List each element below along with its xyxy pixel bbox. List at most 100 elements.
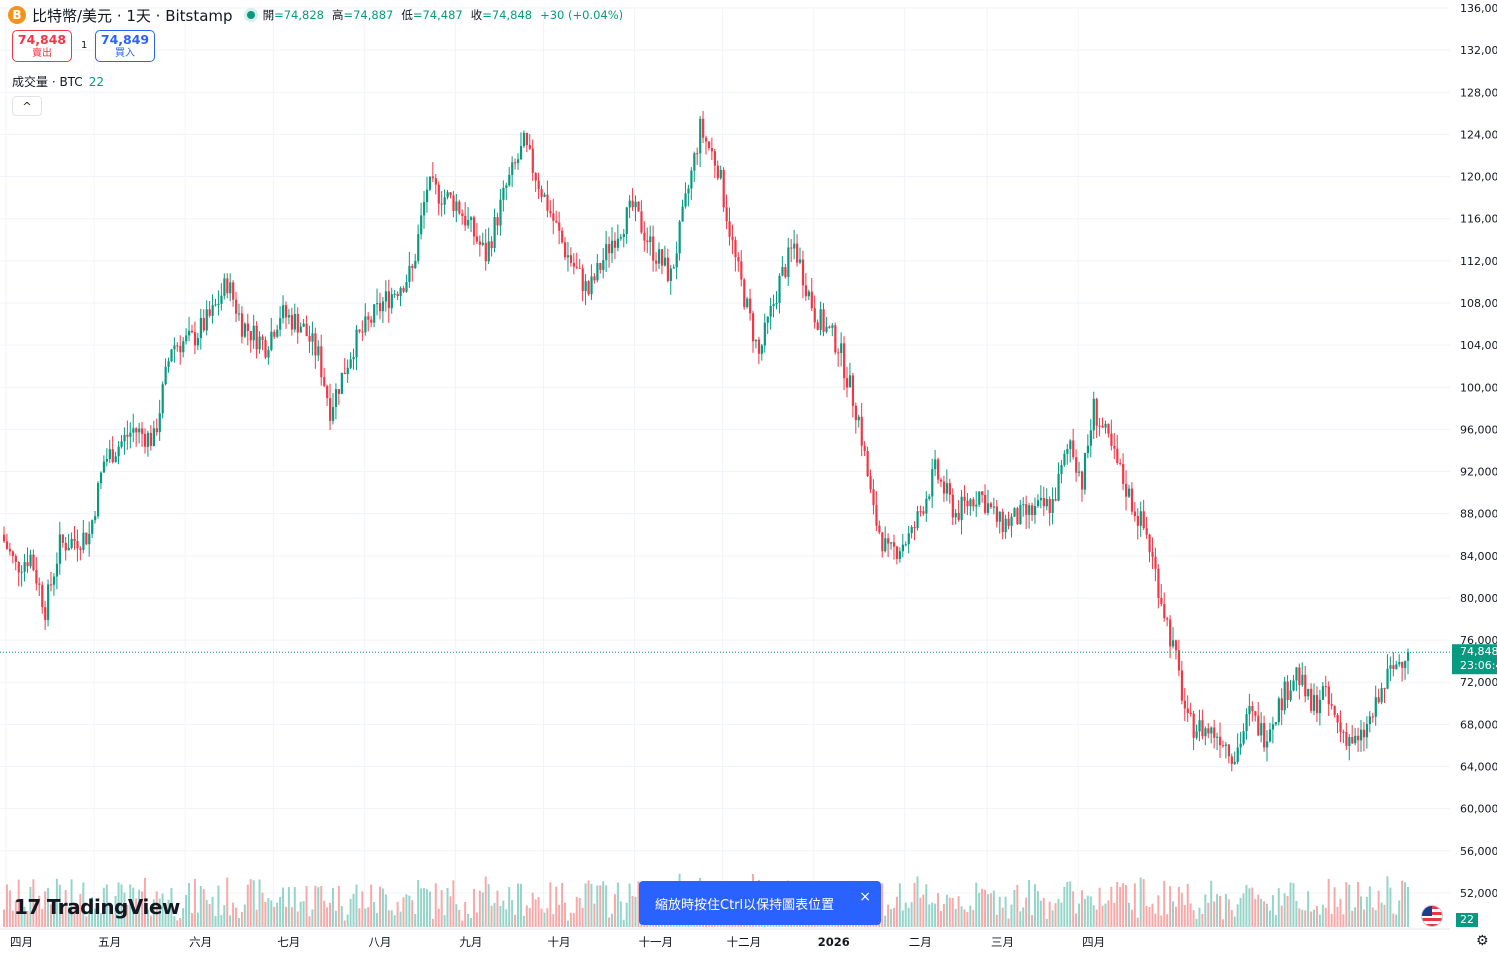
- volume-bar: [1374, 910, 1377, 927]
- time-axis[interactable]: 四月 五月 六月 七月 八月 九月 十月 十一月 十二月 2026 二月 三月 四月: [0, 928, 1450, 949]
- price-tick-label: 96,000: [1460, 423, 1497, 436]
- spread-value: 1: [81, 40, 88, 51]
- candle-body: [1069, 440, 1072, 449]
- tradingview-logo[interactable]: 17 TradingView: [14, 895, 180, 919]
- volume-bar: [302, 901, 305, 927]
- volume-bar: [555, 886, 558, 927]
- candle-body: [928, 496, 931, 499]
- candle-body: [61, 534, 64, 543]
- volume-bar: [405, 894, 408, 927]
- candle-body: [937, 459, 940, 480]
- volume-bar: [1116, 882, 1119, 927]
- candle-body: [414, 260, 417, 269]
- candle-body: [925, 498, 928, 514]
- volume-bar: [1069, 881, 1072, 927]
- candle-body: [763, 322, 766, 346]
- candle-body: [1166, 618, 1169, 620]
- candle-body: [1236, 747, 1239, 762]
- volume-bar: [478, 890, 481, 927]
- candle-body: [1183, 700, 1186, 709]
- volume-bar: [1263, 901, 1266, 927]
- volume-bar: [176, 920, 179, 927]
- candle-body: [346, 367, 349, 375]
- symbol-header[interactable]: B 比特幣/美元 · 1天 · Bitstamp 開=74,828 高=74,8…: [8, 4, 623, 26]
- volume-bar: [584, 883, 587, 927]
- candle-body: [599, 263, 602, 270]
- candle-body: [1315, 695, 1319, 714]
- volume-bar: [167, 899, 170, 927]
- close-icon[interactable]: ×: [859, 889, 871, 905]
- candle-body: [754, 339, 758, 342]
- candle-body: [1089, 430, 1092, 446]
- candle-body: [1075, 457, 1078, 473]
- volume-bar: [1404, 882, 1407, 927]
- candle-body: [634, 201, 637, 208]
- volume-bar: [957, 896, 960, 927]
- candle-body: [1010, 516, 1013, 526]
- candle-body: [428, 176, 432, 190]
- volume-bar: [1172, 901, 1175, 927]
- buy-button[interactable]: 74,849 買入: [95, 30, 155, 62]
- volume-bar: [1163, 880, 1166, 927]
- volume-bar: [399, 911, 402, 927]
- price-tick-label: 132,000: [1460, 44, 1497, 57]
- candle-body: [649, 236, 652, 243]
- candle-body: [232, 282, 235, 300]
- volume-bar: [14, 900, 17, 927]
- volume-bar: [431, 918, 434, 927]
- volume-bar: [132, 887, 135, 927]
- volume-bar: [470, 918, 473, 927]
- volume-bar: [331, 887, 334, 927]
- candle-body: [141, 428, 144, 434]
- candle-body: [934, 459, 937, 470]
- volume-bar: [284, 906, 287, 927]
- time-tick-label: 十一月: [639, 935, 674, 949]
- volume-bar: [1042, 897, 1045, 927]
- candle-body: [1365, 723, 1369, 738]
- volume-bar: [1107, 900, 1110, 927]
- price-tick-label: 104,000: [1460, 339, 1497, 352]
- candle-body: [787, 247, 790, 277]
- volume-bar: [1125, 884, 1128, 927]
- volume-bar: [76, 908, 79, 927]
- candle-body: [32, 554, 35, 571]
- candle-body: [1207, 728, 1210, 734]
- candle-body: [751, 313, 755, 342]
- volume-legend[interactable]: 成交量 · BTC 22: [12, 73, 104, 90]
- candle-body: [769, 305, 772, 317]
- sell-button[interactable]: 74,848 賣出: [12, 30, 72, 62]
- candle-body: [793, 243, 796, 249]
- symbol-title[interactable]: 比特幣/美元 · 1天 · Bitstamp: [32, 6, 233, 25]
- candle-body: [898, 551, 902, 559]
- collapse-legend-button[interactable]: ^: [12, 96, 42, 116]
- time-tick-label: 2026: [818, 935, 850, 949]
- volume-bar: [120, 884, 123, 927]
- price-axis[interactable]: 136,000 132,000 128,000 124,000 120,000 116,0…: [1460, 2, 1497, 900]
- candle-body: [819, 309, 822, 330]
- volume-bar: [534, 899, 537, 927]
- candle-body: [199, 317, 202, 338]
- gear-icon[interactable]: ⚙: [1476, 933, 1489, 949]
- candle-body: [1313, 695, 1316, 711]
- candle-body: [954, 512, 957, 518]
- candle-body: [152, 428, 155, 447]
- volume-bar: [1022, 907, 1025, 927]
- volume-bar: [411, 900, 414, 927]
- volume-bar: [605, 885, 608, 927]
- volume-bar: [1283, 893, 1286, 927]
- candle-body: [49, 584, 53, 586]
- volume-bar: [364, 908, 367, 927]
- candle-body: [167, 361, 170, 367]
- volume-bar: [1189, 903, 1192, 927]
- candle-body: [1122, 464, 1125, 484]
- volume-bar: [919, 897, 922, 927]
- candle-body: [41, 584, 44, 608]
- volume-bar: [1280, 905, 1283, 927]
- us-flag-icon[interactable]: [1421, 905, 1443, 927]
- volume-bar: [1242, 893, 1245, 927]
- candle-body: [555, 220, 558, 223]
- volume-bar: [1151, 903, 1154, 927]
- candle-body: [1239, 743, 1242, 748]
- price-tick-label: 100,000: [1460, 381, 1497, 394]
